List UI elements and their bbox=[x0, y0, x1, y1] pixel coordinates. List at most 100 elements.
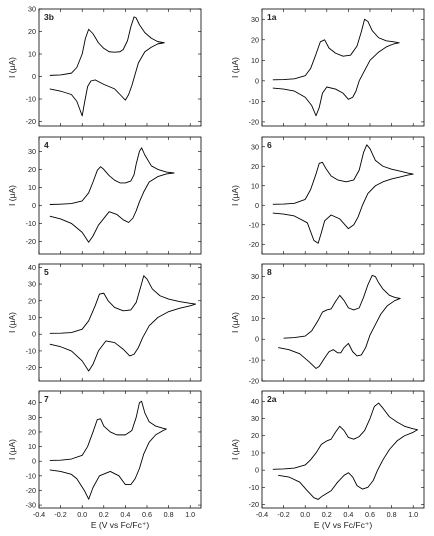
y-axis-title: I (μA) bbox=[7, 185, 17, 206]
voltammogram-trace bbox=[272, 144, 414, 244]
y-tick-label: -10 bbox=[249, 356, 259, 365]
y-tick-label: 20 bbox=[251, 35, 259, 44]
panel-1a: 1a -20 -10 0 10 20 30 I (μA) bbox=[230, 8, 425, 127]
panel-label: 4 bbox=[44, 140, 49, 150]
y-tick-label: -10 bbox=[26, 471, 36, 480]
y-tick-label: -10 bbox=[249, 220, 259, 229]
voltammogram-trace bbox=[272, 402, 418, 500]
y-tick-label: 0 bbox=[255, 76, 259, 85]
y-tick-label: 20 bbox=[28, 296, 36, 305]
plot-frame bbox=[261, 390, 425, 509]
panel-label: 2a bbox=[267, 394, 277, 404]
plot-frame bbox=[38, 263, 202, 382]
y-axis-title: I (μA) bbox=[230, 57, 240, 78]
y-tick-label: -20 bbox=[249, 117, 259, 126]
y-tick-label: -20 bbox=[249, 377, 259, 386]
x-tick-label: -0.4 bbox=[256, 510, 268, 519]
y-tick-label: -10 bbox=[249, 97, 259, 106]
y-tick-label: 10 bbox=[251, 56, 259, 65]
plot-frame bbox=[261, 263, 425, 382]
y-tick-label: 30 bbox=[251, 272, 259, 281]
x-tick-label: 0.6 bbox=[365, 510, 375, 519]
y-tick-label: -10 bbox=[249, 483, 259, 492]
y-tick-label: -20 bbox=[26, 117, 36, 126]
y-tick-label: 40 bbox=[28, 263, 36, 272]
y-tick-label: 20 bbox=[28, 27, 36, 36]
plot-frame bbox=[261, 136, 425, 255]
x-tick-label: -0.4 bbox=[33, 510, 45, 519]
y-tick-label: 0 bbox=[255, 335, 259, 344]
y-axis-title: I (μA) bbox=[7, 312, 17, 333]
y-axis-title: I (μA) bbox=[7, 439, 17, 460]
y-tick-label: -10 bbox=[26, 95, 36, 104]
y-tick-label: 20 bbox=[251, 431, 259, 440]
y-tick-label: -20 bbox=[249, 240, 259, 249]
voltammogram-trace bbox=[278, 275, 401, 369]
panel-4: 4 -20 -10 0 10 20 30 I (μA) bbox=[7, 136, 202, 255]
voltammogram-trace bbox=[49, 400, 167, 500]
voltammogram-trace bbox=[49, 147, 175, 243]
y-tick-label: 20 bbox=[28, 427, 36, 436]
y-tick-label: 10 bbox=[251, 181, 259, 190]
panel-2a: 2a -20 -10 0 10 20 30 40 -0.4 -0.2 0.0 0.2 0.4 0.6 0.8… bbox=[230, 390, 425, 530]
x-tick-label: 0.0 bbox=[77, 510, 87, 519]
y-tick-label: 0 bbox=[32, 457, 36, 466]
panel-label: 5 bbox=[44, 267, 49, 277]
panel-7: 7 -30 -20 -10 0 10 20 30 40 -0.4 -0.2 0.0 0.2 0.4 0.6 0… bbox=[7, 390, 202, 530]
x-tick-label: 1.0 bbox=[408, 510, 418, 519]
y-tick-label: 10 bbox=[28, 313, 36, 322]
y-tick-label: -30 bbox=[26, 501, 36, 510]
y-tick-label: 0 bbox=[32, 72, 36, 81]
panel-3b: 3b -20 -10 0 10 20 30 I (μA) bbox=[7, 5, 202, 127]
y-tick-label: 10 bbox=[28, 442, 36, 451]
y-tick-label: 20 bbox=[251, 293, 259, 302]
y-tick-label: -20 bbox=[249, 500, 259, 509]
y-tick-label: 30 bbox=[28, 147, 36, 156]
y-tick-label: 40 bbox=[251, 397, 259, 406]
y-tick-label: 30 bbox=[28, 5, 36, 14]
panel-6: 6 -20 -10 0 10 20 30 I (μA) bbox=[230, 136, 425, 255]
y-tick-label: 30 bbox=[28, 280, 36, 289]
y-axis-title: I (μA) bbox=[230, 185, 240, 206]
y-tick-label: -20 bbox=[26, 237, 36, 246]
y-tick-label: 30 bbox=[251, 15, 259, 24]
y-axis-title: I (μA) bbox=[230, 312, 240, 333]
x-tick-label: 0.2 bbox=[322, 510, 332, 519]
x-axis-title: E (V vs Fc/Fc⁺) bbox=[314, 520, 372, 530]
plot-frame bbox=[38, 136, 202, 255]
y-tick-label: 10 bbox=[251, 314, 259, 323]
x-tick-label: 0.4 bbox=[120, 510, 130, 519]
panel-label: 3b bbox=[44, 12, 54, 22]
y-tick-label: 0 bbox=[255, 201, 259, 210]
y-tick-label: 10 bbox=[28, 50, 36, 59]
y-tick-label: -20 bbox=[26, 486, 36, 495]
y-tick-label: -20 bbox=[26, 363, 36, 372]
y-tick-label: 10 bbox=[251, 448, 259, 457]
voltammogram-trace bbox=[272, 18, 400, 117]
y-tick-label: 20 bbox=[251, 162, 259, 171]
panel-5: 5 -20 -10 0 10 20 30 40 I (μA) bbox=[7, 263, 202, 382]
x-tick-label: 0.2 bbox=[99, 510, 109, 519]
x-tick-label: -0.2 bbox=[277, 510, 289, 519]
x-tick-label: 0.0 bbox=[300, 510, 310, 519]
y-tick-label: 30 bbox=[28, 413, 36, 422]
panel-label: 7 bbox=[44, 394, 49, 404]
panel-8: 8 -20 -10 0 10 20 30 I (μA) bbox=[230, 263, 425, 386]
y-tick-label: -10 bbox=[26, 219, 36, 228]
y-tick-label: 20 bbox=[28, 165, 36, 174]
plot-frame bbox=[261, 8, 425, 127]
y-tick-label: 0 bbox=[32, 330, 36, 339]
x-tick-label: -0.2 bbox=[54, 510, 66, 519]
x-tick-label: 0.8 bbox=[387, 510, 397, 519]
x-tick-label: 0.4 bbox=[343, 510, 353, 519]
y-tick-label: 0 bbox=[32, 201, 36, 210]
x-axis-title: E (V vs Fc/Fc⁺) bbox=[91, 520, 149, 530]
y-tick-label: 30 bbox=[251, 142, 259, 151]
x-tick-label: 1.0 bbox=[185, 510, 195, 519]
panel-label: 8 bbox=[267, 267, 272, 277]
panel-label: 6 bbox=[267, 140, 272, 150]
y-tick-label: 0 bbox=[255, 466, 259, 475]
x-tick-label: 0.6 bbox=[142, 510, 152, 519]
voltammogram-trace bbox=[49, 16, 165, 117]
